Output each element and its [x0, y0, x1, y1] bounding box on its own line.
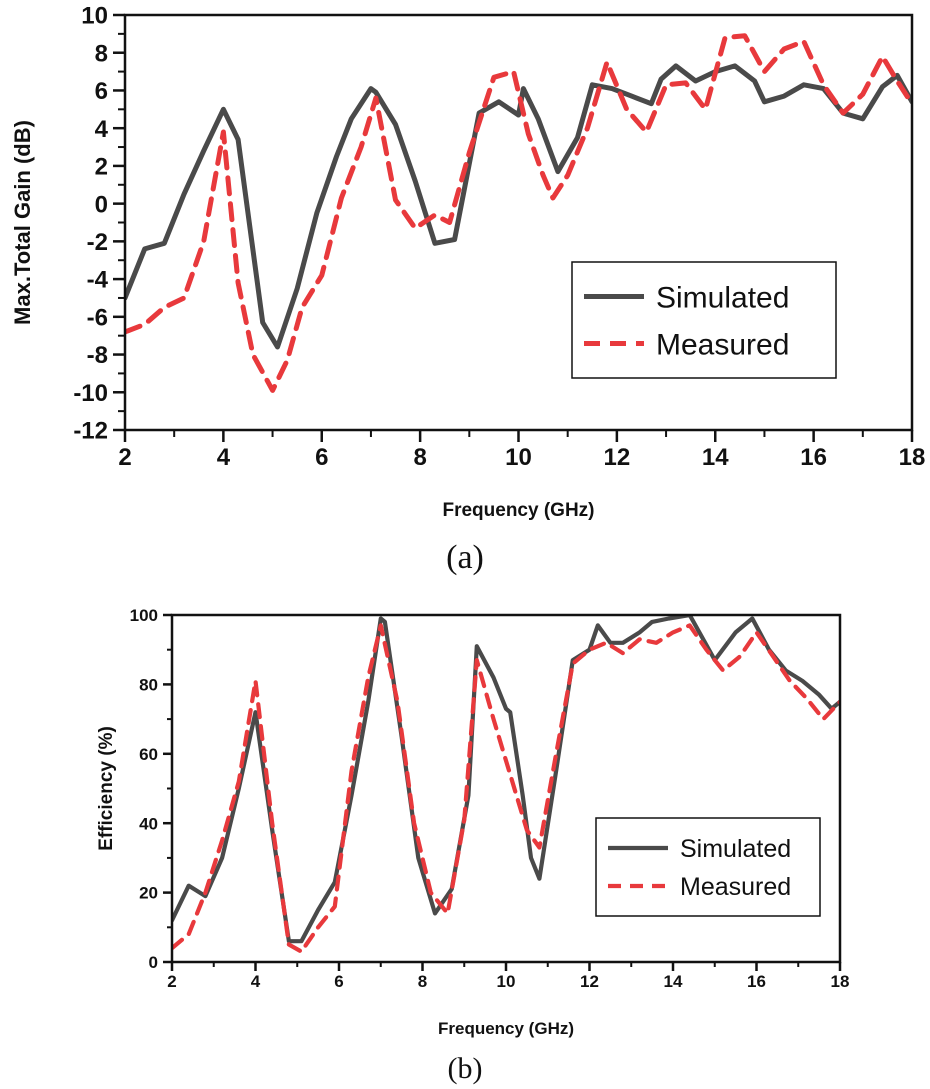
- x-axis-title: Frequency (GHz): [438, 1019, 574, 1038]
- y-tick-label: -2: [87, 229, 108, 256]
- x-tick-label: 18: [899, 444, 926, 471]
- y-tick-label: 2: [95, 154, 108, 181]
- y-axis-title: Efficiency (%): [96, 726, 117, 851]
- x-axis-title: Frequency (GHz): [442, 500, 594, 521]
- y-tick-label: -6: [87, 304, 108, 331]
- simulated-series-line: [172, 615, 840, 944]
- y-tick-label: 80: [139, 676, 158, 695]
- y-tick-label: 40: [139, 814, 158, 833]
- y-tick-label: 4: [95, 116, 109, 143]
- y-tick-label: 6: [95, 78, 108, 105]
- legend-box: [595, 817, 821, 917]
- x-tick-label: 6: [334, 972, 343, 991]
- legend: Simulated Measured: [595, 817, 821, 917]
- measured-legend-label: Measured: [656, 328, 789, 361]
- y-tick-label: -10: [73, 380, 108, 407]
- x-tick-label: 2: [118, 444, 131, 471]
- x-tick-label: 16: [747, 972, 766, 991]
- x-tick-label: 14: [702, 444, 729, 471]
- y-tick-label: 0: [149, 953, 158, 972]
- y-tick-label: -12: [73, 418, 108, 445]
- x-tick-label: 18: [831, 972, 850, 991]
- simulated-legend-label: Simulated: [680, 835, 791, 863]
- legend-box: [571, 261, 837, 379]
- y-tick-label: 0: [95, 191, 108, 218]
- y-tick-label: 60: [139, 745, 158, 764]
- y-tick-label: -8: [87, 342, 108, 369]
- y-tick-label: 8: [95, 40, 108, 67]
- x-tick-label: 8: [413, 444, 426, 471]
- y-axis-title: Max.Total Gain (dB): [10, 120, 35, 325]
- figure-caption: (a): [446, 539, 484, 576]
- x-tick-label: 4: [217, 444, 231, 471]
- efficiency-chart: 2 4 6 8 10 12 14 16 18 0 20 40 60 80 100 Frequency (GHz…: [96, 606, 849, 1085]
- x-tick-label: 10: [505, 444, 532, 471]
- legend: Simulated Measured: [571, 261, 837, 379]
- x-tick-label: 12: [580, 972, 599, 991]
- x-tick-label: 4: [251, 972, 261, 991]
- figure-caption: (b): [448, 1052, 483, 1085]
- gain-chart: 2 4 6 8 10 12 14 16 18 -12 -10 -8 -6 -4 -2 0 2 4 6 8 10 Frequ…: [10, 3, 925, 576]
- x-tick-label: 2: [167, 972, 176, 991]
- measured-series-line: [125, 33, 912, 393]
- x-tick-label: 16: [800, 444, 827, 471]
- y-tick-label: 20: [139, 884, 158, 903]
- simulated-series-line: [125, 63, 912, 350]
- x-tick-label: 14: [664, 972, 683, 991]
- x-tick-label: 10: [497, 972, 516, 991]
- x-tick-label: 12: [604, 444, 631, 471]
- x-tick-label: 8: [418, 972, 427, 991]
- simulated-legend-label: Simulated: [656, 281, 789, 314]
- y-tick-label: -4: [87, 267, 109, 294]
- measured-series-line: [172, 623, 840, 954]
- measured-legend-label: Measured: [680, 873, 791, 901]
- x-tick-label: 6: [315, 444, 328, 471]
- y-tick-label: 10: [81, 3, 108, 30]
- y-tick-label: 100: [130, 606, 158, 625]
